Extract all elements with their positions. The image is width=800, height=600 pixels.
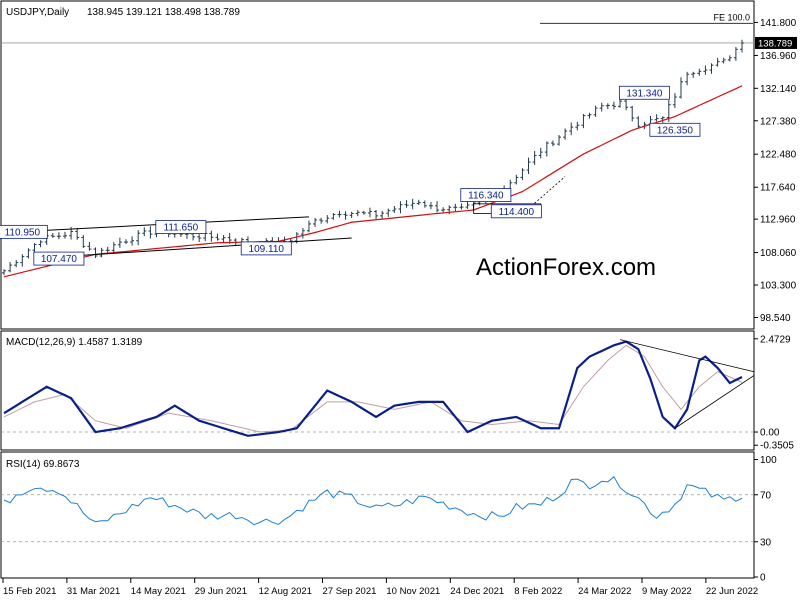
- price-tick-label: 122.480: [760, 150, 797, 161]
- level-label-box: [490, 204, 542, 219]
- moving-average-line: [3, 85, 743, 278]
- macd-line: [3, 340, 743, 437]
- current-price-box: [755, 36, 797, 49]
- ohlc-readout: 138.945 139.121 138.498 138.789: [87, 7, 240, 18]
- price-tick-label: 98.540: [760, 313, 791, 324]
- rsi-indicator: 100 70 30 0: [1, 455, 777, 584]
- price-tick-label: 112.960: [760, 215, 796, 226]
- time-tick-label: 24 Mar 2022: [578, 586, 631, 597]
- level-label: 131.340: [626, 88, 663, 99]
- time-tick-label: 14 May 2021: [131, 586, 186, 597]
- price-tick-label: 132.140: [760, 84, 797, 95]
- price-tick-label: 103.300: [760, 281, 797, 292]
- price-level-labels: 110.950 107.470 111.650 109.110 116.340 114.4…: [0, 85, 701, 266]
- watermark: ActionForex.com: [476, 254, 656, 281]
- level-label-box: [240, 241, 292, 256]
- rsi-panel-frame: [0, 451, 755, 579]
- level-label: 109.110: [249, 244, 285, 255]
- level-label: 110.950: [5, 227, 41, 238]
- price-panel-frame: [0, 0, 755, 330]
- rsi-tick-label: 0: [760, 573, 766, 584]
- fe-level: FE 100.0: [540, 12, 753, 24]
- macd-title: MACD(12,26,9) 1.4587 1.3189: [6, 337, 143, 348]
- level-label-box: [155, 220, 207, 234]
- level-label-box: [649, 122, 701, 137]
- price-axis: 141.800 136.960 132.140 127.380 122.480 117.6…: [754, 18, 797, 324]
- rsi-title: RSI(14) 69.8673: [6, 459, 80, 470]
- time-tick-label: 8 Feb 2022: [514, 586, 562, 597]
- channel-lower-line: [34, 237, 352, 259]
- macd-trendline: [619, 339, 755, 373]
- price-tick-label: 108.060: [760, 248, 797, 259]
- price-tick-label: 141.800: [760, 18, 797, 29]
- rsi-tick-label: 100: [760, 455, 777, 466]
- rsi-line: [3, 476, 743, 526]
- time-tick-label: 12 Aug 2021: [259, 586, 312, 597]
- level-label: 116.340: [468, 191, 504, 202]
- time-tick-label: 10 Nov 2021: [386, 586, 440, 597]
- level-label-box: [33, 251, 85, 266]
- level-label-box: [0, 224, 48, 239]
- fe-label: FE 100.0: [713, 12, 750, 22]
- macd-tick-label: -0.3505: [760, 441, 794, 452]
- time-tick-label: 22 Jun 2022: [706, 586, 758, 597]
- time-tick-label: 31 Mar 2021: [67, 586, 120, 597]
- rsi-tick-label: 70: [760, 490, 772, 501]
- macd-tick-label: 2.4729: [760, 334, 791, 345]
- macd-trendline: [674, 375, 755, 429]
- time-tick-label: 27 Sep 2021: [323, 586, 377, 597]
- time-tick-label: 29 Jun 2021: [195, 586, 247, 597]
- price-title: USDJPY,Daily: [6, 7, 69, 18]
- current-price-label: 138.789: [758, 38, 792, 49]
- macd-tick-label: 0.00: [760, 428, 780, 439]
- price-tick-label: 127.380: [760, 116, 797, 127]
- level-label: 107.470: [41, 254, 78, 265]
- rsi-tick-label: 30: [760, 537, 772, 548]
- level-label: 111.650: [164, 223, 199, 234]
- breakout-line: [528, 176, 566, 209]
- macd-panel-frame: [0, 330, 755, 451]
- level-label: 114.400: [499, 207, 535, 218]
- level-label: 126.350: [657, 125, 694, 136]
- time-axis: 15 Feb 2021 31 Mar 2021 14 May 2021 29 Jun …: [2, 578, 758, 597]
- time-tick-label: 24 Dec 2021: [450, 586, 504, 597]
- price-tick-label: 117.640: [760, 183, 796, 194]
- level-label-box: [460, 188, 512, 202]
- time-tick-label: 9 May 2022: [642, 586, 692, 597]
- time-tick-label: 15 Feb 2021: [3, 586, 56, 597]
- level-label-box: [618, 85, 670, 100]
- macd-signal-line: [3, 344, 743, 433]
- macd-indicator: 2.4729 0.00 -0.3505: [1, 334, 794, 452]
- current-price-marker: 138.789: [1, 36, 797, 49]
- price-tick-label: 136.960: [760, 51, 797, 62]
